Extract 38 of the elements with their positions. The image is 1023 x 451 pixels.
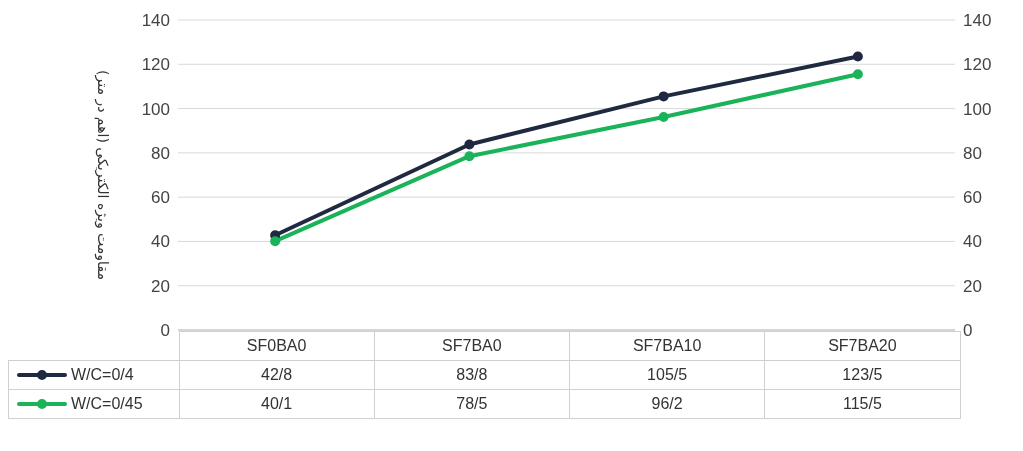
y-axis-title: مقاومت ویژه الکتریکی (اهم در متر) — [94, 70, 112, 280]
y-tick-label: 120 — [141, 55, 170, 75]
data-label: 78/5 — [374, 389, 570, 419]
legend-label: W/C=0/4 — [71, 365, 134, 384]
point — [464, 151, 475, 162]
y-tick-label: 80 — [151, 143, 170, 163]
data-label: 105/5 — [569, 360, 765, 390]
point — [658, 111, 669, 122]
x-tick-label: SF0BA0 — [179, 331, 375, 361]
data-label: 83/8 — [374, 360, 570, 390]
y-tick-label: 40 — [151, 232, 170, 252]
data-label: 115/5 — [764, 389, 960, 419]
y2-tick-label: 140 — [963, 11, 992, 31]
y-tick-label: 140 — [141, 11, 170, 31]
y2-tick-label: 100 — [963, 99, 992, 119]
y-tick-label: 100 — [141, 99, 170, 119]
x-tick-label: SF7BA20 — [764, 331, 960, 361]
y2-tick-label: 40 — [963, 232, 982, 252]
y2-tick-label: 80 — [963, 143, 982, 163]
point — [852, 69, 863, 80]
y-tick-label: 0 — [160, 321, 170, 341]
x-tick-label: SF7BA10 — [569, 331, 765, 361]
y2-tick-label: 0 — [963, 321, 973, 341]
point — [464, 139, 475, 150]
point — [658, 91, 669, 102]
point — [270, 236, 281, 247]
legend-label: W/C=0/45 — [71, 394, 143, 413]
data-label: 40/1 — [179, 389, 375, 419]
data-label: 42/8 — [179, 360, 375, 390]
y-tick-label: 60 — [151, 188, 170, 208]
y-tick-label: 20 — [151, 276, 170, 296]
data-label: 123/5 — [764, 360, 960, 390]
y2-tick-label: 120 — [963, 55, 992, 75]
data-label: 96/2 — [569, 389, 765, 419]
y2-tick-label: 20 — [963, 276, 982, 296]
point — [852, 51, 863, 62]
x-tick-label: SF7BA0 — [374, 331, 570, 361]
y2-tick-label: 60 — [963, 188, 982, 208]
